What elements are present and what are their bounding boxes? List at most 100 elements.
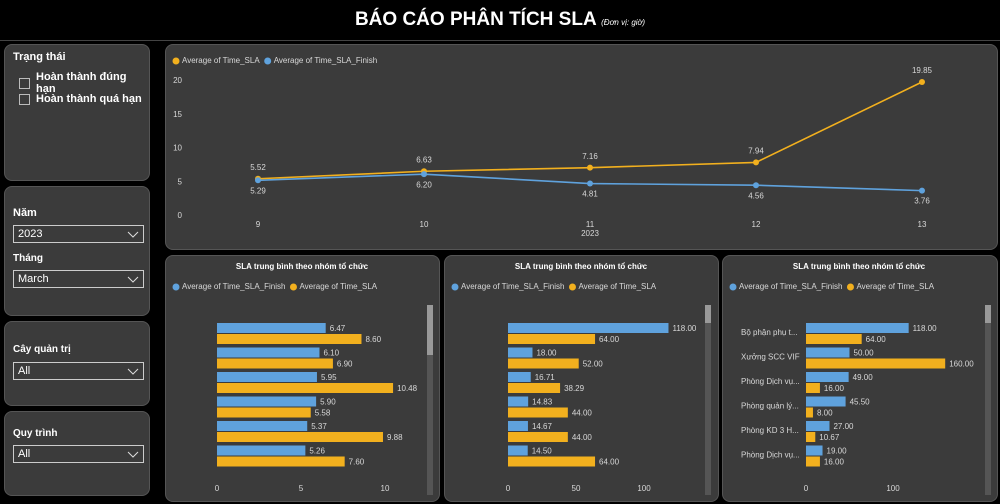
- bar: [806, 407, 813, 418]
- data-label: 9.88: [387, 433, 403, 442]
- data-label: 8.00: [817, 409, 833, 418]
- data-label: 16.71: [535, 373, 556, 382]
- data-label: 49.00: [853, 373, 874, 382]
- data-label: 19.00: [827, 447, 848, 456]
- date-filter: Năm 2023 Tháng March: [4, 186, 150, 316]
- data-label: 160.00: [949, 360, 974, 369]
- y-tick-label: 10: [173, 144, 182, 153]
- bar: [806, 347, 850, 358]
- month-dropdown[interactable]: March: [13, 270, 144, 288]
- data-label: 18.00: [536, 349, 557, 358]
- bar: [508, 396, 529, 407]
- data-label: 14.50: [532, 447, 553, 456]
- scrollbar: [705, 305, 711, 495]
- data-point: [919, 79, 925, 86]
- x-tick-label: 12: [752, 220, 761, 229]
- dropdown-value: All: [18, 365, 31, 377]
- bar: [806, 396, 846, 407]
- bar: [217, 456, 345, 467]
- data-label: 19.85: [912, 66, 933, 75]
- legend-marker: [451, 283, 459, 291]
- y-tick-label: 20: [173, 76, 182, 85]
- dropdown-value: March: [18, 273, 49, 285]
- data-label: 38.29: [564, 384, 585, 393]
- process-dropdown[interactable]: All: [13, 445, 144, 463]
- checkbox[interactable]: Hoàn thành đúng hạn: [19, 71, 149, 95]
- chevron: [127, 451, 139, 458]
- bar: [217, 347, 320, 358]
- bar: [508, 407, 568, 418]
- x-tick-label: 9: [256, 220, 261, 229]
- legend-marker: [289, 283, 297, 291]
- legend-marker: [264, 57, 272, 65]
- bar: [508, 383, 561, 393]
- legend-marker: [568, 283, 576, 291]
- checkbox[interactable]: Hoàn thành quá hạn: [19, 93, 142, 105]
- title-banner: BÁO CÁO PHÂN TÍCH SLA (Đơn vị: giờ): [0, 0, 1000, 41]
- series-line: [257, 81, 923, 180]
- y-tick-label: Phòng quản lý...: [741, 402, 799, 411]
- data-label: 50.00: [854, 349, 875, 358]
- x-tick-label: 100: [886, 484, 900, 493]
- bar: [806, 456, 820, 467]
- tree-dropdown[interactable]: All: [13, 362, 144, 380]
- unit: (Đơn vị: giờ): [601, 18, 646, 27]
- option-label: Hoàn thành đúng hạn: [36, 71, 127, 95]
- data-label: 10.48: [397, 384, 418, 393]
- dropdown-value: All: [18, 448, 31, 460]
- chevron: [127, 276, 139, 283]
- data-point: [587, 180, 593, 187]
- data-label: 64.00: [599, 335, 620, 344]
- data-point: [753, 182, 759, 189]
- data-label: 7.94: [748, 147, 764, 156]
- data-label: 64.00: [866, 335, 887, 344]
- bar: [217, 421, 308, 431]
- bar: [806, 358, 946, 369]
- data-label: 27.00: [833, 422, 854, 431]
- data-label: 5.29: [250, 186, 266, 195]
- legend-label: Average of Time_SLA: [578, 282, 656, 291]
- bar: [508, 456, 596, 467]
- y-tick-label: Xưởng SCC VIF: [741, 353, 800, 362]
- data-label: 16.00: [824, 458, 845, 467]
- x-tick-label: 50: [572, 484, 581, 493]
- year-dropdown[interactable]: 2023: [13, 225, 144, 243]
- data-label: 52.00: [583, 360, 604, 369]
- data-label: 5.95: [321, 373, 337, 382]
- x-tick-label: 100: [637, 484, 651, 493]
- chart-title: SLA trung bình theo nhóm tổ chức: [793, 262, 926, 271]
- bar: [806, 383, 820, 393]
- bar: [217, 383, 394, 393]
- data-label: 45.50: [850, 398, 871, 407]
- bar: [508, 432, 568, 442]
- data-label: 6.47: [330, 324, 346, 333]
- legend-label: Average of Time_SLA_Finish: [182, 282, 285, 291]
- data-label: 6.90: [337, 360, 353, 369]
- x-tick-label: 0: [804, 484, 809, 493]
- line-panel: [165, 44, 998, 250]
- data-label: 3.76: [914, 197, 930, 206]
- data-label: 5.90: [320, 398, 336, 407]
- legend-label: Average of Time_SLA_Finish: [739, 282, 842, 291]
- legend-marker: [172, 283, 180, 291]
- chevron: [127, 368, 139, 375]
- bar: [508, 347, 533, 358]
- data-label: 16.00: [824, 384, 845, 393]
- y-tick-label: Phòng Dịch vụ...: [741, 451, 800, 460]
- data-label: 64.00: [599, 458, 620, 467]
- data-point: [753, 159, 759, 166]
- bar: [806, 372, 849, 382]
- x-tick-label: 0: [506, 484, 511, 493]
- bar: [217, 323, 326, 333]
- x-tick-label: 10: [381, 484, 390, 493]
- chart-title: SLA trung bình theo nhóm tổ chức: [515, 262, 648, 271]
- legend-label: Average of Time_SLA: [299, 282, 377, 291]
- bar-panel: [722, 255, 998, 502]
- bar: [217, 334, 362, 344]
- title: BÁO CÁO PHÂN TÍCH SLA: [354, 9, 597, 30]
- status-filter: Trạng thái Hoàn thành đúng hạn Hoàn thàn…: [4, 44, 150, 181]
- data-label: 44.00: [572, 409, 593, 418]
- y-tick-label: 0: [178, 211, 183, 220]
